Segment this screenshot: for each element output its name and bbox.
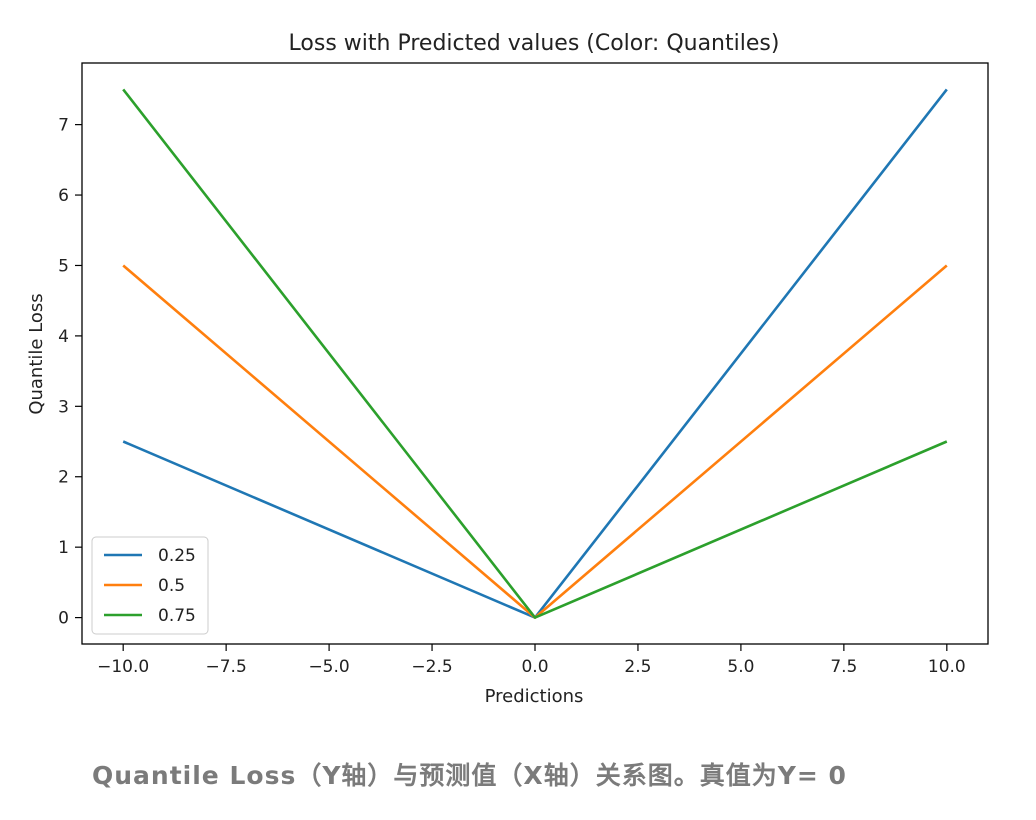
x-axis-ticks: −10.0 −7.5 −5.0 −2.5 0.0 2.5 5.0 7.5 10.0 — [97, 644, 966, 677]
x-tick-label: 7.5 — [830, 657, 857, 677]
x-tick-label: −7.5 — [205, 657, 246, 677]
axes-frame — [81, 62, 989, 645]
x-tick-label: 2.5 — [624, 657, 651, 677]
legend-entry-label: 0.75 — [158, 606, 196, 626]
chart-title: Loss with Predicted values (Color: Quant… — [289, 31, 780, 56]
y-axis-ticks: 0 1 2 3 4 5 6 7 — [58, 116, 82, 629]
plot-area — [122, 88, 948, 619]
y-tick-label: 0 — [58, 609, 69, 629]
x-tick-label: −2.5 — [411, 657, 452, 677]
y-tick-label: 2 — [58, 468, 69, 488]
y-tick-label: 7 — [58, 116, 69, 136]
legend: 0.25 0.5 0.75 — [91, 536, 209, 635]
x-tick-label: −10.0 — [97, 657, 149, 677]
x-tick-label: −5.0 — [308, 657, 349, 677]
y-tick-label: 4 — [58, 327, 69, 347]
y-axis-label: Quantile Loss — [26, 293, 47, 414]
x-tick-label: 5.0 — [727, 657, 754, 677]
series-line-0-25 — [122, 88, 948, 619]
figure-caption: Quantile Loss（Y轴）与预测值（X轴）关系图。真值为Y= 0 — [92, 761, 847, 790]
quantile-loss-chart: Loss with Predicted values (Color: Quant… — [26, 31, 989, 707]
x-axis-label: Predictions — [485, 686, 584, 707]
y-tick-label: 5 — [58, 256, 69, 276]
series-line-0-75 — [122, 88, 948, 619]
x-tick-label: 0.0 — [521, 657, 548, 677]
legend-box — [91, 536, 209, 635]
series-line-0-5 — [122, 264, 948, 619]
y-tick-label: 1 — [58, 538, 69, 558]
legend-entry-label: 0.25 — [158, 546, 196, 566]
y-tick-label: 3 — [58, 397, 69, 417]
y-tick-label: 6 — [58, 186, 69, 206]
legend-entry-label: 0.5 — [158, 576, 185, 596]
x-tick-label: 10.0 — [928, 657, 966, 677]
